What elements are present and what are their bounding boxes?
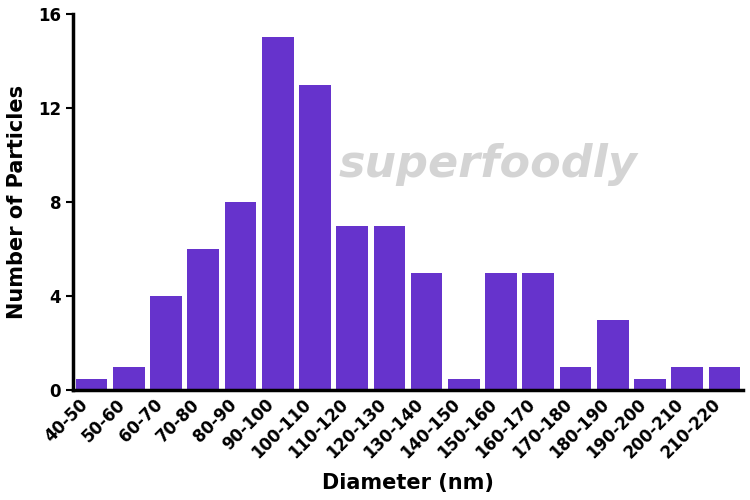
Bar <box>411 273 442 390</box>
Bar <box>299 84 331 390</box>
Bar <box>188 250 219 390</box>
Bar <box>597 320 628 390</box>
Bar <box>485 273 517 390</box>
X-axis label: Diameter (nm): Diameter (nm) <box>322 473 494 493</box>
Text: superfoodly: superfoodly <box>339 143 638 186</box>
Bar <box>634 378 666 390</box>
Bar <box>523 273 554 390</box>
Bar <box>225 202 256 390</box>
Bar <box>448 378 480 390</box>
Bar <box>671 367 703 390</box>
Bar <box>709 367 740 390</box>
Bar <box>113 367 145 390</box>
Bar <box>374 226 405 390</box>
Bar <box>76 378 107 390</box>
Bar <box>262 38 293 391</box>
Bar <box>560 367 591 390</box>
Bar <box>150 296 182 390</box>
Y-axis label: Number of Particles: Number of Particles <box>7 85 27 320</box>
Bar <box>336 226 368 390</box>
